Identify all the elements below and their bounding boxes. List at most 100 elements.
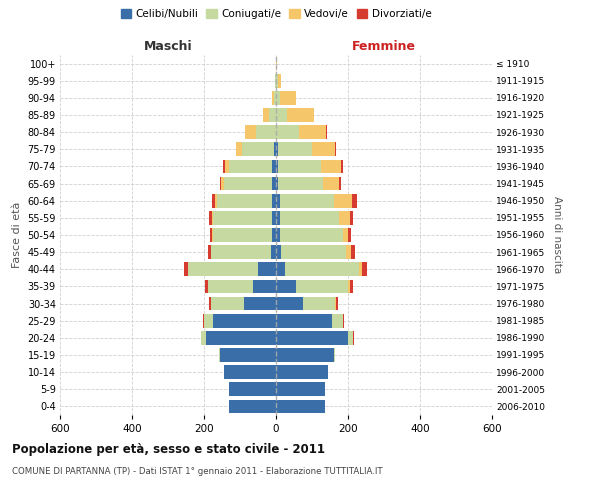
Bar: [220, 348, 276, 362]
Bar: [221, 176, 224, 190]
Bar: [278, 160, 321, 173]
Bar: [278, 74, 281, 88]
Bar: [204, 314, 213, 328]
Bar: [339, 211, 350, 224]
Bar: [348, 331, 353, 344]
Bar: [323, 176, 339, 190]
Bar: [211, 296, 244, 310]
Bar: [224, 366, 276, 379]
Bar: [276, 246, 281, 259]
Bar: [209, 211, 212, 224]
Bar: [352, 194, 357, 207]
Bar: [223, 160, 225, 173]
Text: Maschi: Maschi: [143, 40, 193, 52]
Bar: [353, 331, 354, 344]
Bar: [276, 160, 278, 173]
Bar: [350, 246, 355, 259]
Bar: [350, 211, 353, 224]
Bar: [280, 91, 296, 104]
Bar: [276, 74, 278, 88]
Bar: [211, 228, 212, 242]
Text: COMUNE DI PARTANNA (TP) - Dati ISTAT 1° gennaio 2011 - Elaborazione TUTTITALIA.I: COMUNE DI PARTANNA (TP) - Dati ISTAT 1° …: [12, 468, 383, 476]
Bar: [276, 56, 277, 70]
Bar: [208, 246, 211, 259]
Bar: [278, 176, 323, 190]
Bar: [276, 91, 280, 104]
Bar: [276, 176, 278, 190]
Bar: [202, 331, 206, 344]
Bar: [281, 246, 346, 259]
Bar: [348, 228, 351, 242]
Bar: [276, 348, 334, 362]
Bar: [276, 296, 303, 310]
Bar: [274, 142, 276, 156]
Bar: [296, 280, 348, 293]
Bar: [276, 142, 278, 156]
Bar: [224, 176, 272, 190]
Bar: [276, 262, 285, 276]
Bar: [276, 126, 299, 139]
Bar: [212, 194, 215, 207]
Bar: [276, 194, 280, 207]
Bar: [276, 108, 287, 122]
Bar: [203, 314, 204, 328]
Bar: [276, 211, 280, 224]
Bar: [272, 211, 276, 224]
Bar: [343, 314, 344, 328]
Bar: [280, 211, 339, 224]
Bar: [276, 400, 325, 413]
Bar: [215, 194, 217, 207]
Bar: [188, 262, 258, 276]
Bar: [256, 126, 276, 139]
Bar: [272, 228, 276, 242]
Bar: [337, 296, 338, 310]
Bar: [212, 228, 213, 242]
Bar: [334, 194, 352, 207]
Bar: [334, 348, 335, 362]
Bar: [205, 280, 208, 293]
Bar: [236, 142, 242, 156]
Bar: [258, 262, 276, 276]
Bar: [359, 262, 362, 276]
Bar: [212, 211, 213, 224]
Bar: [276, 228, 280, 242]
Bar: [213, 228, 272, 242]
Bar: [346, 246, 350, 259]
Bar: [312, 142, 335, 156]
Bar: [263, 108, 269, 122]
Bar: [213, 211, 272, 224]
Bar: [362, 262, 367, 276]
Bar: [213, 314, 276, 328]
Bar: [272, 160, 276, 173]
Bar: [341, 160, 343, 173]
Text: Femmine: Femmine: [352, 40, 416, 52]
Bar: [211, 246, 271, 259]
Bar: [335, 296, 337, 310]
Bar: [280, 194, 334, 207]
Bar: [332, 314, 343, 328]
Bar: [299, 126, 326, 139]
Bar: [276, 382, 325, 396]
Bar: [208, 280, 253, 293]
Bar: [303, 296, 335, 310]
Bar: [280, 228, 343, 242]
Bar: [244, 296, 276, 310]
Bar: [276, 331, 348, 344]
Bar: [269, 108, 276, 122]
Bar: [229, 382, 276, 396]
Bar: [287, 108, 314, 122]
Bar: [276, 314, 332, 328]
Legend: Celibi/Nubili, Coniugati/e, Vedovi/e, Divorziati/e: Celibi/Nubili, Coniugati/e, Vedovi/e, Di…: [116, 5, 436, 24]
Bar: [278, 142, 312, 156]
Bar: [229, 160, 272, 173]
Bar: [245, 126, 256, 139]
Bar: [253, 280, 276, 293]
Bar: [272, 176, 276, 190]
Bar: [285, 262, 359, 276]
Bar: [321, 160, 341, 173]
Bar: [217, 194, 272, 207]
Bar: [184, 262, 188, 276]
Bar: [339, 176, 341, 190]
Bar: [209, 296, 211, 310]
Bar: [219, 348, 220, 362]
